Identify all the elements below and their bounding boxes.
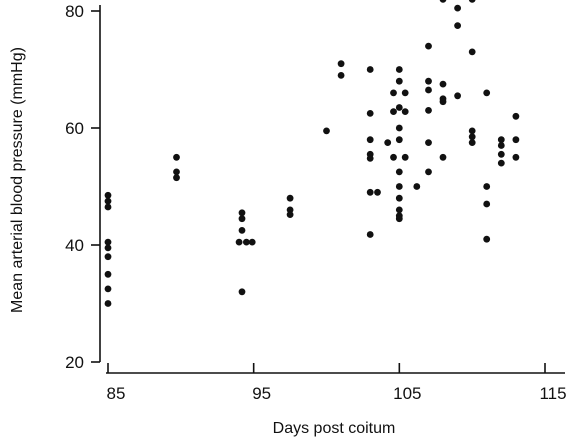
x-axis-ticks: 85 95 105 115 [107, 363, 567, 403]
data-point [395, 136, 403, 144]
data-point [395, 77, 403, 85]
data-point [454, 22, 461, 29]
data-point [235, 238, 243, 246]
data-point [425, 107, 432, 114]
data-point [104, 203, 112, 211]
data-point [395, 104, 403, 111]
data-point [439, 80, 447, 88]
y-tick-label: 80 [65, 2, 84, 21]
data-point [425, 168, 432, 176]
data-point [173, 153, 180, 161]
data-point [104, 253, 112, 261]
data-point [173, 174, 180, 182]
data-point [243, 238, 250, 246]
data-points [104, 0, 520, 307]
data-point [483, 200, 491, 208]
data-point [248, 238, 256, 246]
data-point [366, 66, 374, 73]
x-tick-label: 85 [107, 384, 126, 403]
data-point [468, 0, 476, 3]
x-axis-label: Days post coitum [273, 420, 396, 437]
y-tick-label: 40 [65, 236, 84, 255]
data-point [323, 127, 330, 135]
data-point [395, 206, 403, 214]
data-point [401, 108, 409, 115]
data-point [366, 188, 374, 196]
data-point [395, 124, 403, 132]
data-point [425, 42, 432, 50]
data-point [483, 183, 491, 190]
data-point [238, 209, 246, 217]
data-point [366, 136, 374, 144]
data-point [401, 89, 409, 97]
data-point [366, 155, 374, 162]
y-tick-label: 20 [65, 353, 84, 372]
data-point [395, 66, 403, 73]
data-point [395, 168, 403, 176]
data-point [468, 139, 476, 147]
data-point [497, 136, 505, 144]
data-point [337, 60, 345, 68]
data-point [366, 231, 374, 238]
y-axis-ticks: 20 40 60 80 [65, 2, 100, 372]
data-point [454, 4, 461, 12]
x-tick-label: 95 [252, 384, 271, 403]
data-point [384, 139, 392, 147]
data-point [104, 197, 112, 205]
data-point [173, 168, 180, 176]
data-point [238, 288, 246, 296]
y-tick-label: 60 [65, 119, 84, 138]
data-point [390, 153, 397, 161]
data-point [390, 108, 397, 115]
data-point [497, 150, 505, 158]
data-point [454, 92, 461, 100]
data-point [104, 191, 112, 199]
data-point [366, 110, 374, 117]
data-point [483, 235, 491, 243]
data-point [512, 112, 520, 120]
data-point [395, 215, 403, 223]
data-point [104, 270, 112, 278]
x-tick-label: 105 [393, 384, 421, 403]
axes [99, 5, 565, 374]
data-point [468, 133, 476, 141]
data-point [497, 159, 505, 167]
data-point [104, 300, 112, 307]
data-point [337, 72, 345, 79]
data-point [395, 194, 403, 202]
data-point [401, 153, 409, 161]
data-point [390, 89, 397, 97]
data-point [104, 238, 112, 246]
data-point [483, 89, 491, 97]
data-point [286, 194, 294, 202]
data-point [374, 188, 381, 196]
data-point [104, 285, 112, 293]
data-point [512, 136, 520, 144]
data-point [468, 127, 476, 135]
data-point [238, 227, 246, 234]
data-point [468, 48, 476, 56]
data-point [104, 244, 112, 252]
x-tick-label: 115 [539, 384, 566, 403]
data-point [425, 86, 432, 94]
data-point [425, 77, 432, 85]
data-point [286, 211, 294, 219]
data-point [439, 153, 447, 161]
data-point [238, 215, 246, 223]
data-point [425, 139, 432, 147]
data-point [413, 183, 421, 190]
data-point [439, 0, 447, 3]
data-point [439, 98, 447, 106]
data-point [286, 206, 294, 214]
data-point [512, 153, 520, 161]
y-axis-label: Mean arterial blood pressure (mmHg) [9, 47, 26, 313]
data-point [497, 142, 505, 149]
data-point [395, 183, 403, 190]
